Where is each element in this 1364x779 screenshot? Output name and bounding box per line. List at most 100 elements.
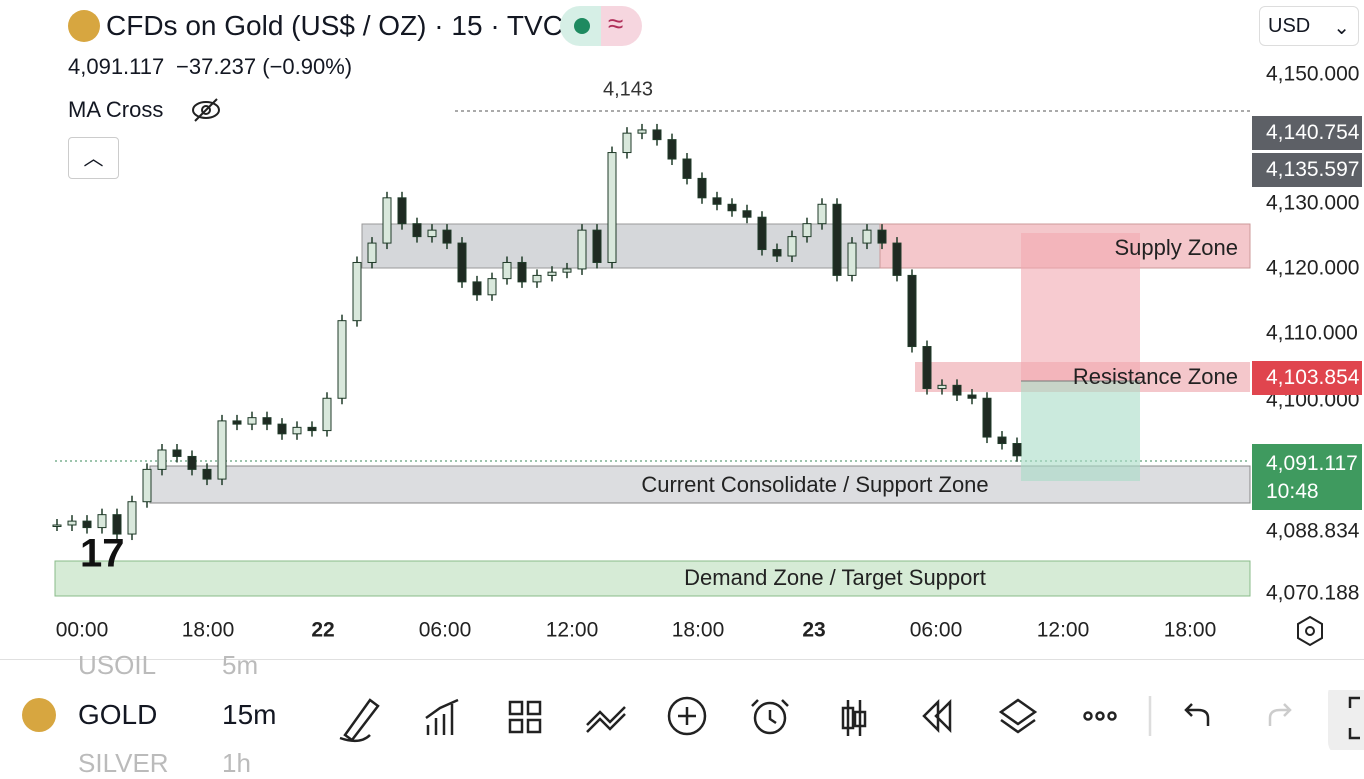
status-pill[interactable]: ≈ bbox=[560, 6, 642, 46]
candle-body bbox=[877, 229, 887, 244]
candle-body bbox=[682, 158, 692, 179]
interval-list-item[interactable]: 1h bbox=[222, 748, 251, 778]
settings-icon-dot bbox=[1305, 626, 1315, 636]
stop-area bbox=[1021, 233, 1140, 381]
candle-body bbox=[262, 417, 272, 425]
symbol[interactable]: GOLD bbox=[78, 699, 158, 730]
candle-body bbox=[82, 520, 92, 529]
candle-body bbox=[817, 203, 827, 225]
zone-label: Demand Zone / Target Support bbox=[684, 565, 986, 590]
candle-body bbox=[757, 216, 767, 251]
symbol-list-item[interactable]: SILVER bbox=[78, 748, 169, 778]
settings-icon[interactable] bbox=[1297, 615, 1323, 647]
toolbar bbox=[339, 690, 1364, 750]
currency: USD bbox=[1268, 15, 1311, 37]
symbol-list-item[interactable]: USOIL bbox=[78, 650, 157, 680]
candle-body bbox=[802, 223, 812, 238]
candle-body bbox=[397, 197, 407, 225]
more-tool[interactable] bbox=[1083, 711, 1093, 721]
add-tool[interactable] bbox=[667, 696, 707, 736]
candle-body bbox=[112, 514, 122, 535]
current-price: 4,091.117 bbox=[1266, 452, 1358, 475]
candle-body bbox=[97, 514, 107, 529]
candle-body bbox=[607, 152, 617, 263]
candle-body bbox=[952, 384, 962, 396]
candle-body bbox=[652, 129, 662, 141]
countdown: 10:48 bbox=[1266, 480, 1319, 503]
candle-body bbox=[217, 420, 227, 480]
candle-body bbox=[937, 384, 947, 390]
time-label: 12:00 bbox=[546, 619, 599, 642]
time-label: 18:00 bbox=[672, 619, 725, 642]
time-label: 22 bbox=[311, 619, 334, 642]
fullscreen-button[interactable] bbox=[1328, 690, 1364, 750]
candle-body bbox=[367, 242, 377, 263]
divider bbox=[0, 659, 1364, 660]
chart-type-tool[interactable] bbox=[841, 700, 867, 736]
candle-body bbox=[442, 229, 452, 244]
price-label: 4,150.000 bbox=[1266, 63, 1359, 86]
last-price: 4,091.117 bbox=[68, 54, 165, 79]
tv-logo: 17 bbox=[80, 532, 125, 576]
time-scale: 00:00 18:00 22 06:00 12:00 18:00 23 06:0… bbox=[56, 619, 1217, 642]
alert-tool[interactable] bbox=[753, 701, 787, 735]
interval[interactable]: 15m bbox=[222, 699, 277, 730]
candle-body bbox=[232, 420, 242, 425]
candle-body bbox=[67, 520, 77, 526]
candle-body bbox=[352, 261, 362, 322]
candle-body bbox=[457, 242, 467, 283]
undo[interactable] bbox=[1184, 703, 1210, 726]
price-label: 4,088.834 bbox=[1266, 520, 1360, 543]
trend-tool[interactable] bbox=[586, 706, 626, 733]
redo[interactable] bbox=[1268, 703, 1292, 726]
time-label: 12:00 bbox=[1037, 619, 1090, 642]
candle-body bbox=[1012, 443, 1022, 457]
candle-body bbox=[247, 417, 257, 425]
candle-body bbox=[997, 436, 1007, 445]
candle-body bbox=[697, 177, 707, 199]
layers-tool[interactable] bbox=[998, 698, 1038, 734]
collapse-button[interactable]: ︿ bbox=[68, 137, 119, 179]
currency-select[interactable]: USD ⌄ bbox=[1259, 6, 1359, 46]
candle-body bbox=[157, 449, 167, 470]
interval-list-item[interactable]: 5m bbox=[222, 650, 259, 680]
candle-body bbox=[412, 223, 422, 238]
price-tag: 4,103.854 bbox=[1252, 361, 1362, 395]
time-label: 18:00 bbox=[182, 619, 235, 642]
high-label: 4,143 bbox=[603, 78, 653, 100]
time-label: 18:00 bbox=[1164, 619, 1217, 642]
candle-body bbox=[562, 268, 572, 273]
price-label: 4,070.188 bbox=[1266, 582, 1359, 605]
candle-body bbox=[922, 346, 932, 390]
candle-body bbox=[277, 423, 287, 435]
candle-body bbox=[907, 274, 917, 348]
candle-body bbox=[337, 320, 347, 399]
price-label: 4,110.000 bbox=[1266, 322, 1358, 345]
indicators-tool[interactable] bbox=[425, 698, 459, 735]
draw-tool[interactable] bbox=[339, 698, 380, 743]
layout-tool[interactable] bbox=[508, 700, 542, 734]
candle-body bbox=[502, 261, 512, 280]
candle-body bbox=[577, 229, 587, 270]
candle-body bbox=[532, 274, 542, 283]
candle-body bbox=[862, 229, 872, 244]
candle-body bbox=[787, 236, 797, 257]
time-label: 06:00 bbox=[910, 619, 963, 642]
candle-body bbox=[172, 449, 182, 457]
price-tag: 4,091.117 10:48 bbox=[1252, 444, 1362, 510]
candle-body bbox=[292, 426, 302, 435]
target-area bbox=[1021, 381, 1140, 481]
candle-body bbox=[472, 281, 482, 296]
replay-tool[interactable] bbox=[922, 698, 952, 734]
candle-body bbox=[322, 397, 332, 432]
candle-body bbox=[187, 455, 197, 470]
candle-body bbox=[772, 249, 782, 257]
zone-label: Current Consolidate / Support Zone bbox=[641, 472, 988, 497]
hide-icon[interactable] bbox=[190, 96, 222, 124]
range-zone bbox=[361, 223, 881, 269]
candle-body bbox=[742, 210, 752, 218]
candle-body bbox=[307, 426, 317, 432]
market-open-dot bbox=[574, 18, 590, 34]
caret: ⌄ bbox=[1333, 17, 1350, 39]
